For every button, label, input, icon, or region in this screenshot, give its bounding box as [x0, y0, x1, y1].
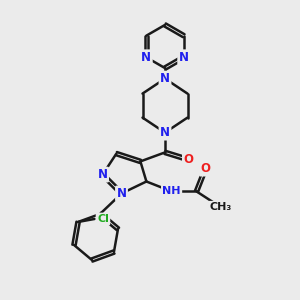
Text: N: N [141, 51, 151, 64]
Text: CH₃: CH₃ [209, 202, 232, 212]
Text: N: N [160, 126, 170, 139]
Text: N: N [179, 51, 189, 64]
Text: N: N [160, 72, 170, 85]
Text: NH: NH [162, 186, 181, 197]
Text: Cl: Cl [97, 214, 109, 224]
Text: N: N [98, 168, 108, 181]
Text: O: O [183, 153, 194, 166]
Text: N: N [116, 187, 127, 200]
Text: O: O [200, 162, 211, 175]
